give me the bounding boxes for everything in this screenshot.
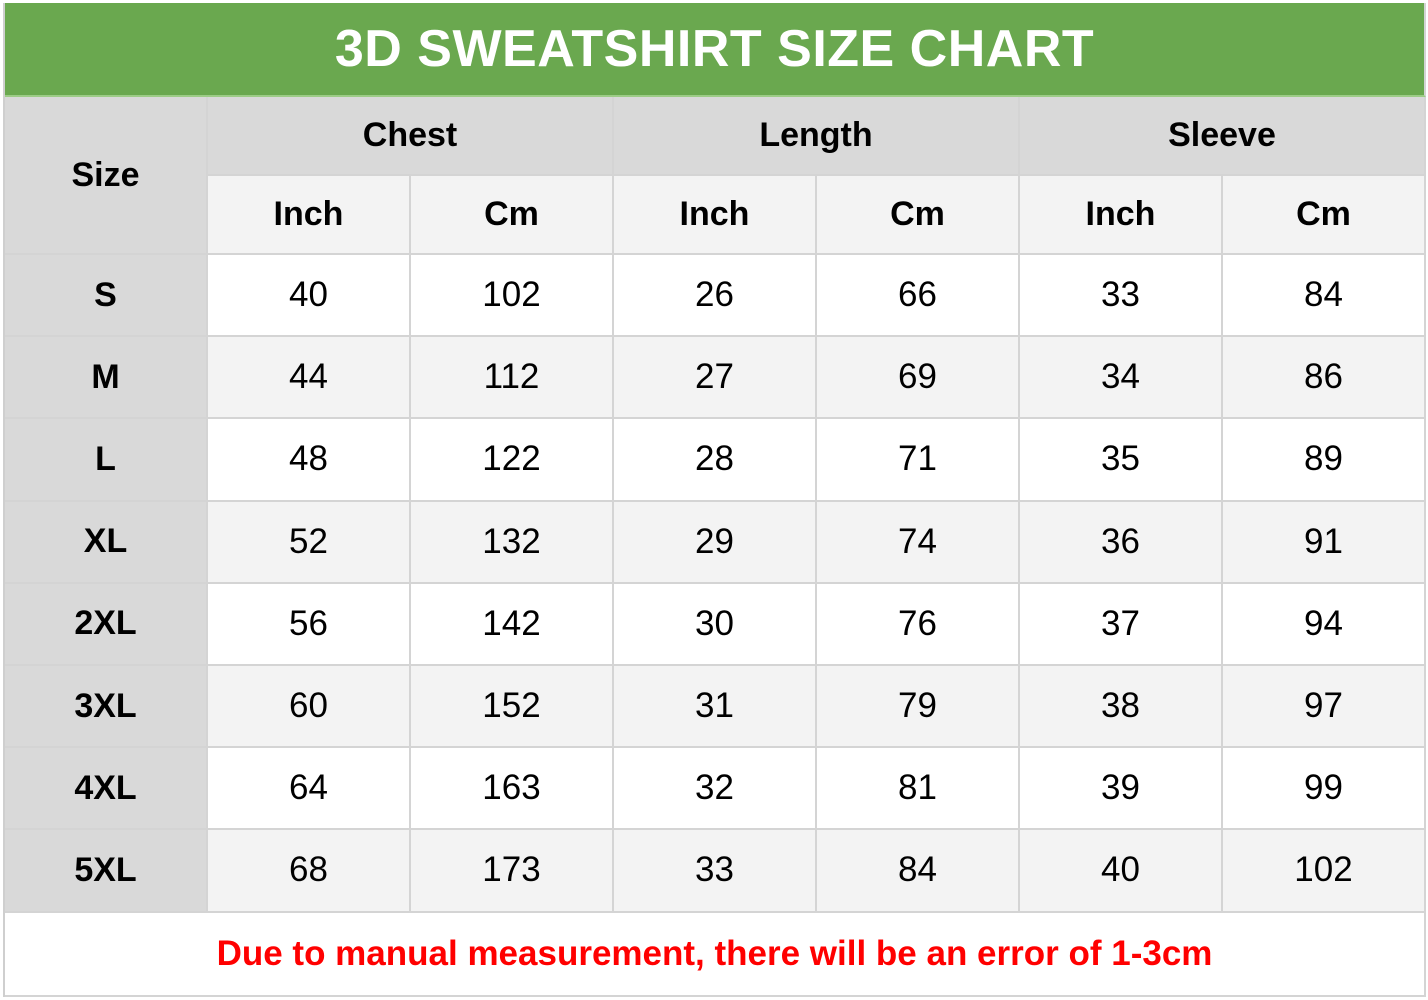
sleeve-cm-cell: 102: [1223, 830, 1426, 913]
size-cell: 3XL: [5, 665, 208, 749]
sleeve-inch-cell: 37: [1020, 583, 1223, 666]
sleeve-header: Sleeve: [1020, 97, 1426, 176]
chest-cm-cell: 173: [411, 830, 614, 913]
sleeve-inch-cell: 36: [1020, 501, 1223, 584]
length-inch-cell: 33: [614, 830, 817, 913]
chest-inch-cell: 64: [208, 748, 411, 831]
sleeve-cm-cell: 84: [1223, 255, 1426, 338]
sleeve-cm-header: Cm: [1223, 176, 1426, 255]
chest-cm-cell: 152: [411, 665, 614, 749]
size-cell: 4XL: [5, 748, 208, 831]
size-cell: S: [5, 255, 208, 338]
chest-inch-cell: 52: [208, 501, 411, 584]
chart-title: 3D SWEATSHIRT SIZE CHART: [5, 3, 1426, 97]
sleeve-cm-cell: 94: [1223, 583, 1426, 666]
size-cell: XL: [5, 501, 208, 584]
length-cm-cell: 76: [817, 583, 1020, 666]
length-inch-header: Inch: [614, 176, 817, 255]
length-inch-cell: 26: [614, 255, 817, 338]
size-cell: 2XL: [5, 583, 208, 666]
sleeve-cm-cell: 91: [1223, 501, 1426, 584]
length-cm-cell: 71: [817, 419, 1020, 502]
length-cm-cell: 79: [817, 665, 1020, 749]
chest-cm-cell: 132: [411, 501, 614, 584]
length-cm-cell: 69: [817, 337, 1020, 420]
chest-cm-cell: 112: [411, 337, 614, 420]
length-cm-cell: 84: [817, 830, 1020, 913]
measurement-note: Due to manual measurement, there will be…: [5, 912, 1426, 997]
chest-inch-cell: 56: [208, 583, 411, 666]
sleeve-inch-cell: 33: [1020, 255, 1223, 338]
chest-cm-cell: 142: [411, 583, 614, 666]
sleeve-inch-cell: 35: [1020, 419, 1223, 502]
length-cm-cell: 66: [817, 255, 1020, 338]
sleeve-inch-cell: 38: [1020, 665, 1223, 749]
size-chart-table: 3D SWEATSHIRT SIZE CHART Size Chest Leng…: [3, 3, 1426, 997]
length-inch-cell: 27: [614, 337, 817, 420]
length-cm-cell: 74: [817, 501, 1020, 584]
chest-cm-header: Cm: [411, 176, 614, 255]
sleeve-cm-cell: 89: [1223, 419, 1426, 502]
length-cm-cell: 81: [817, 748, 1020, 831]
length-inch-cell: 29: [614, 501, 817, 584]
length-cm-header: Cm: [817, 176, 1020, 255]
chest-inch-cell: 60: [208, 665, 411, 749]
sleeve-cm-cell: 86: [1223, 337, 1426, 420]
chest-cm-cell: 163: [411, 748, 614, 831]
sleeve-inch-header: Inch: [1020, 176, 1223, 255]
length-inch-cell: 28: [614, 419, 817, 502]
chest-inch-cell: 68: [208, 830, 411, 913]
size-cell: L: [5, 419, 208, 502]
size-header: Size: [5, 97, 208, 255]
sleeve-inch-cell: 34: [1020, 337, 1223, 420]
sleeve-cm-cell: 97: [1223, 665, 1426, 749]
length-inch-cell: 30: [614, 583, 817, 666]
length-header: Length: [614, 97, 1020, 176]
sleeve-inch-cell: 39: [1020, 748, 1223, 831]
size-cell: M: [5, 337, 208, 420]
chest-header: Chest: [208, 97, 614, 176]
chest-inch-header: Inch: [208, 176, 411, 255]
size-cell: 5XL: [5, 830, 208, 913]
chest-inch-cell: 40: [208, 255, 411, 338]
chest-cm-cell: 122: [411, 419, 614, 502]
sleeve-cm-cell: 99: [1223, 748, 1426, 831]
chest-inch-cell: 44: [208, 337, 411, 420]
length-inch-cell: 31: [614, 665, 817, 749]
chest-inch-cell: 48: [208, 419, 411, 502]
length-inch-cell: 32: [614, 748, 817, 831]
chest-cm-cell: 102: [411, 255, 614, 338]
sleeve-inch-cell: 40: [1020, 830, 1223, 913]
